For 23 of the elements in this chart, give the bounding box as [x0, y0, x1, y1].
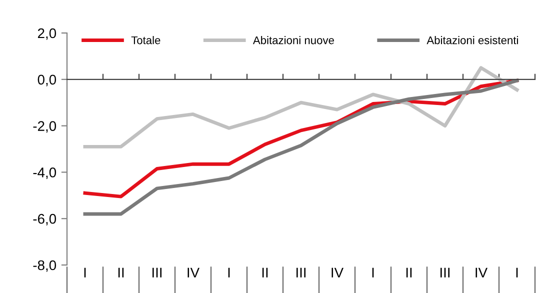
x-tick-label: I [516, 268, 518, 278]
x-tick-label: II [262, 268, 268, 278]
y-tick-label: -6,0 [33, 214, 56, 226]
x-tick-label: III [440, 268, 450, 278]
x-tick-label: IV [188, 268, 200, 278]
y-tick-label: -2,0 [33, 121, 56, 133]
y-tick-label: -4,0 [33, 168, 56, 180]
x-tick-label: IV [476, 268, 488, 278]
x-tick-label: I [372, 268, 374, 278]
x-tick-label: I [228, 268, 230, 278]
y-tick-label: 0,0 [38, 74, 56, 86]
line-series [83, 66, 519, 148]
y-tick-label: -8,0 [33, 260, 56, 272]
y-tick-label: 2,0 [38, 28, 56, 40]
x-tick-label: I [84, 268, 86, 278]
legend-label: Abitazioni esistenti [426, 36, 518, 44]
x-tick-label: II [118, 268, 124, 278]
x-tick-label: III [296, 268, 306, 278]
x-tick-label: II [406, 268, 412, 278]
x-tick-label: IV [332, 268, 344, 278]
legend-label: Totale [131, 36, 160, 44]
x-tick-label: III [152, 268, 162, 278]
legend-label: Abitazioni nuove [252, 36, 334, 44]
